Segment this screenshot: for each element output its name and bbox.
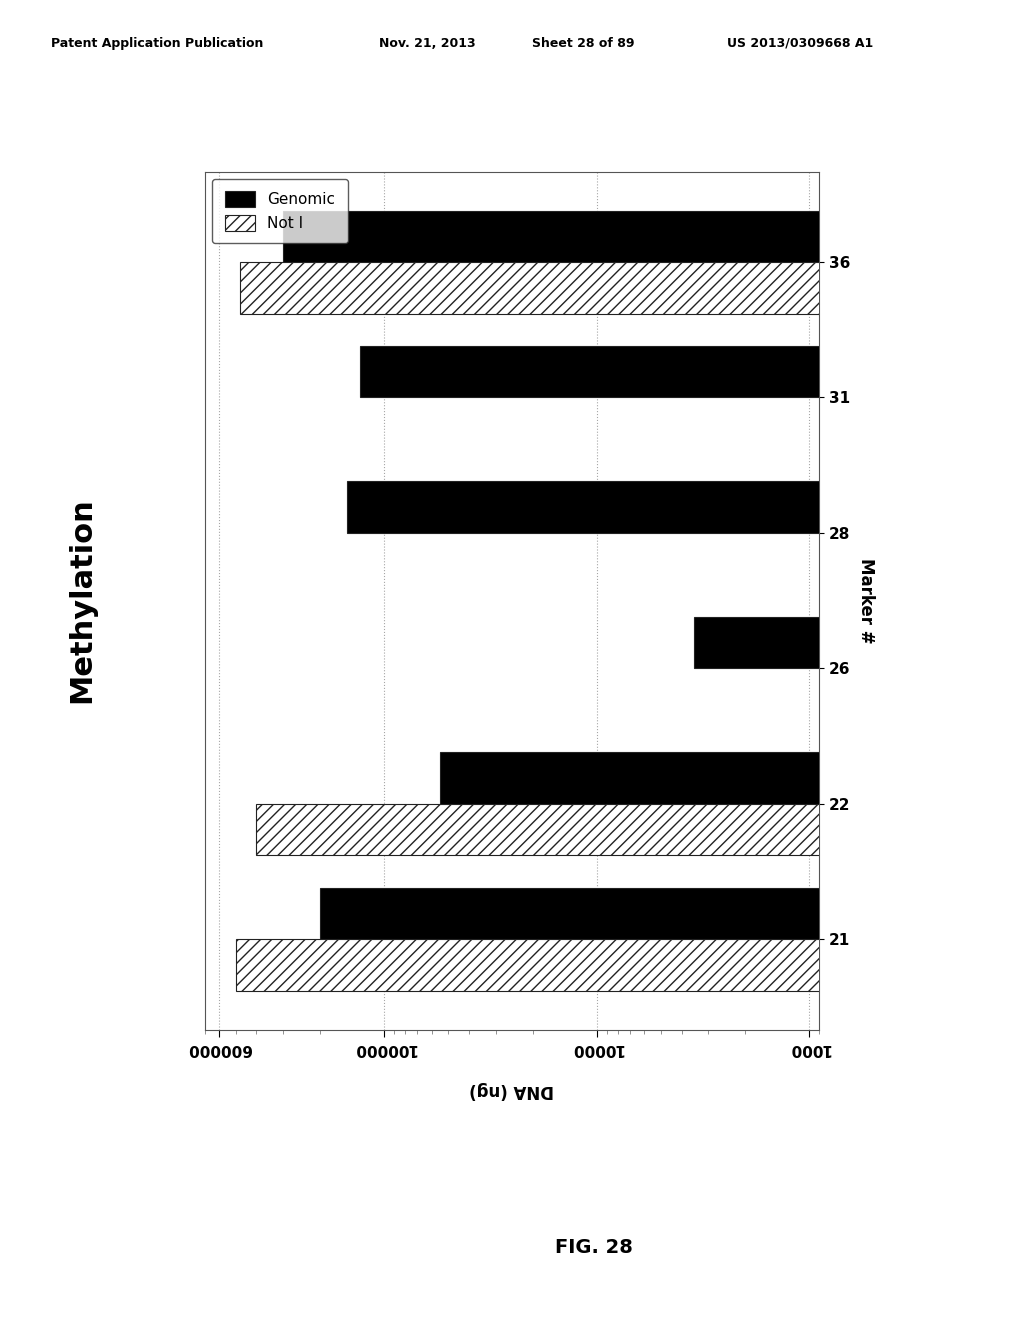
Bar bbox=[694, 616, 1024, 668]
Text: US 2013/0309668 A1: US 2013/0309668 A1 bbox=[727, 37, 873, 50]
Bar bbox=[830, 668, 1024, 719]
Y-axis label: Marker #: Marker # bbox=[857, 558, 876, 643]
Bar bbox=[256, 804, 1024, 855]
X-axis label: DNA (ng): DNA (ng) bbox=[470, 1081, 554, 1100]
Legend: Genomic, Not I: Genomic, Not I bbox=[212, 180, 348, 243]
Bar bbox=[439, 752, 1024, 804]
Text: Methylation: Methylation bbox=[68, 498, 96, 704]
Text: FIG. 28: FIG. 28 bbox=[555, 1238, 633, 1257]
Bar bbox=[347, 482, 1024, 533]
Text: Sheet 28 of 89: Sheet 28 of 89 bbox=[532, 37, 635, 50]
Text: Nov. 21, 2013: Nov. 21, 2013 bbox=[379, 37, 475, 50]
Bar bbox=[830, 533, 1024, 585]
Text: Patent Application Publication: Patent Application Publication bbox=[51, 37, 263, 50]
Bar bbox=[283, 211, 1024, 263]
Bar bbox=[236, 939, 1024, 990]
Bar bbox=[360, 346, 1024, 397]
Bar bbox=[830, 397, 1024, 449]
Bar bbox=[240, 263, 1024, 314]
Bar bbox=[321, 887, 1024, 939]
